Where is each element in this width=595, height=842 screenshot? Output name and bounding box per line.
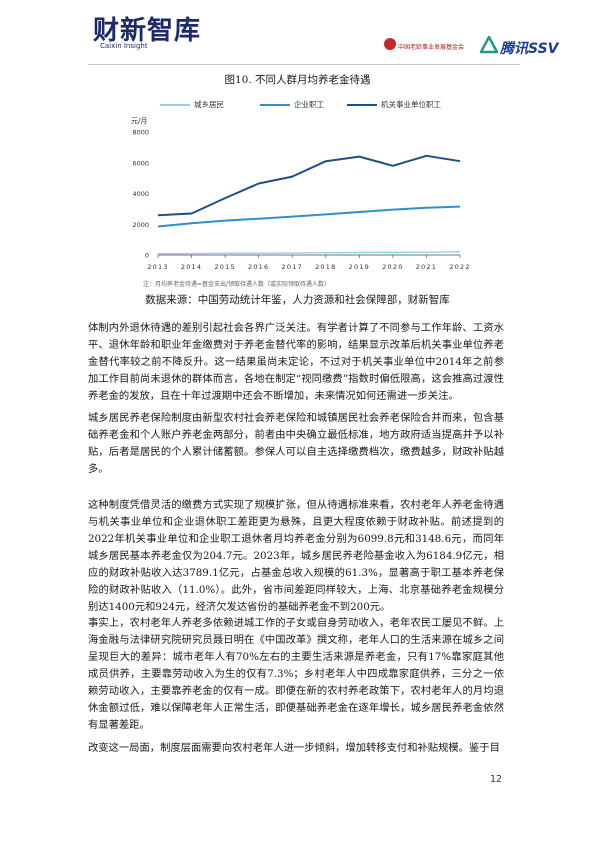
legend-item-public-institution: 机关事业单位职工	[347, 99, 441, 110]
legend-label: 企业职工	[294, 100, 324, 109]
x-tick-label: 2017	[282, 263, 303, 271]
x-tick-label: 2021	[416, 263, 437, 271]
tencent-ssv-icon	[480, 36, 498, 54]
page-number: 12	[490, 774, 503, 785]
series-line-1	[157, 205, 461, 228]
series-line-2	[157, 154, 461, 217]
y-axis-unit: 元/月	[131, 117, 148, 125]
partner-foundation-logo: 中国老龄事业发展基金会	[398, 44, 465, 51]
y-tick-label: 0	[145, 252, 149, 260]
foundation-seal-icon	[384, 38, 396, 50]
x-tick-label: 2015	[214, 263, 235, 271]
legend-item-rural: 城乡居民	[160, 99, 224, 110]
x-tick-label: 2014	[181, 263, 202, 271]
y-tick-label: 2000	[132, 221, 149, 229]
paragraph: 体制内外退休待遇的差别引起社会各界广泛关注。有学者计算了不同参与工作年龄、工资水…	[88, 322, 504, 402]
header-divider	[88, 64, 520, 65]
legend-label: 机关事业单位职工	[381, 100, 441, 109]
paragraph: 城乡居民养老保险制度由新型农村社会养老保险和城镇居民社会养老保险合并而来，包含基…	[88, 412, 504, 475]
x-tick-label: 2019	[349, 263, 370, 271]
series-line-0	[157, 251, 461, 255]
x-tick-label: 2016	[248, 263, 269, 271]
paragraph: 这种制度凭借灵活的缴费方式实现了规模扩张，但从待遇标准来看，农村老年人养老金待遇…	[88, 499, 504, 613]
legend-swatch	[160, 103, 190, 106]
legend-swatch	[260, 103, 290, 106]
x-tick-label: 2013	[147, 263, 168, 271]
brand-logo: 财新智库	[93, 16, 202, 46]
page-header: 财新智库 Caixin Insight 中国老龄事业发展基金会 腾讯SSV	[0, 0, 595, 65]
chart-legend: 城乡居民 企业职工 机关事业单位职工	[160, 99, 460, 111]
figure-title: 图10. 不同人群月均养老金待遇	[224, 74, 371, 86]
x-tick-label: 2018	[315, 263, 336, 271]
figure-source: 数据来源：中国劳动统计年鉴，人力资源和社会保障部，财新智库	[145, 294, 450, 306]
paragraph: 改变这一局面，制度层面需要向农村老年人进一步倾斜，增加转移支付和补贴规模。鉴于目	[88, 742, 500, 754]
x-tick-label: 2022	[449, 263, 470, 271]
legend-label: 城乡居民	[194, 100, 224, 109]
x-tick-label: 2020	[382, 263, 403, 271]
partner-tencent-logo: 腾讯SSV	[500, 41, 559, 57]
y-tick-label: 8000	[132, 129, 149, 137]
paragraph: 事实上，农村老年人养老多依赖进城工作的子女或自身劳动收入，老年农民工屡见不鲜。上…	[88, 617, 504, 731]
pension-line-chart: 0 2000 4000 6000 8000 2013 2014 2015 2016 2017 201…	[132, 129, 470, 272]
y-tick-label: 6000	[132, 159, 149, 167]
chart-note: 注：月均养老金待遇=基金支出/领取待遇人数（或实际领取待遇人数）	[143, 281, 331, 288]
legend-item-enterprise: 企业职工	[260, 99, 324, 110]
brand-subtitle: Caixin Insight	[100, 42, 148, 50]
legend-swatch	[347, 103, 377, 106]
y-tick-label: 4000	[132, 190, 149, 198]
